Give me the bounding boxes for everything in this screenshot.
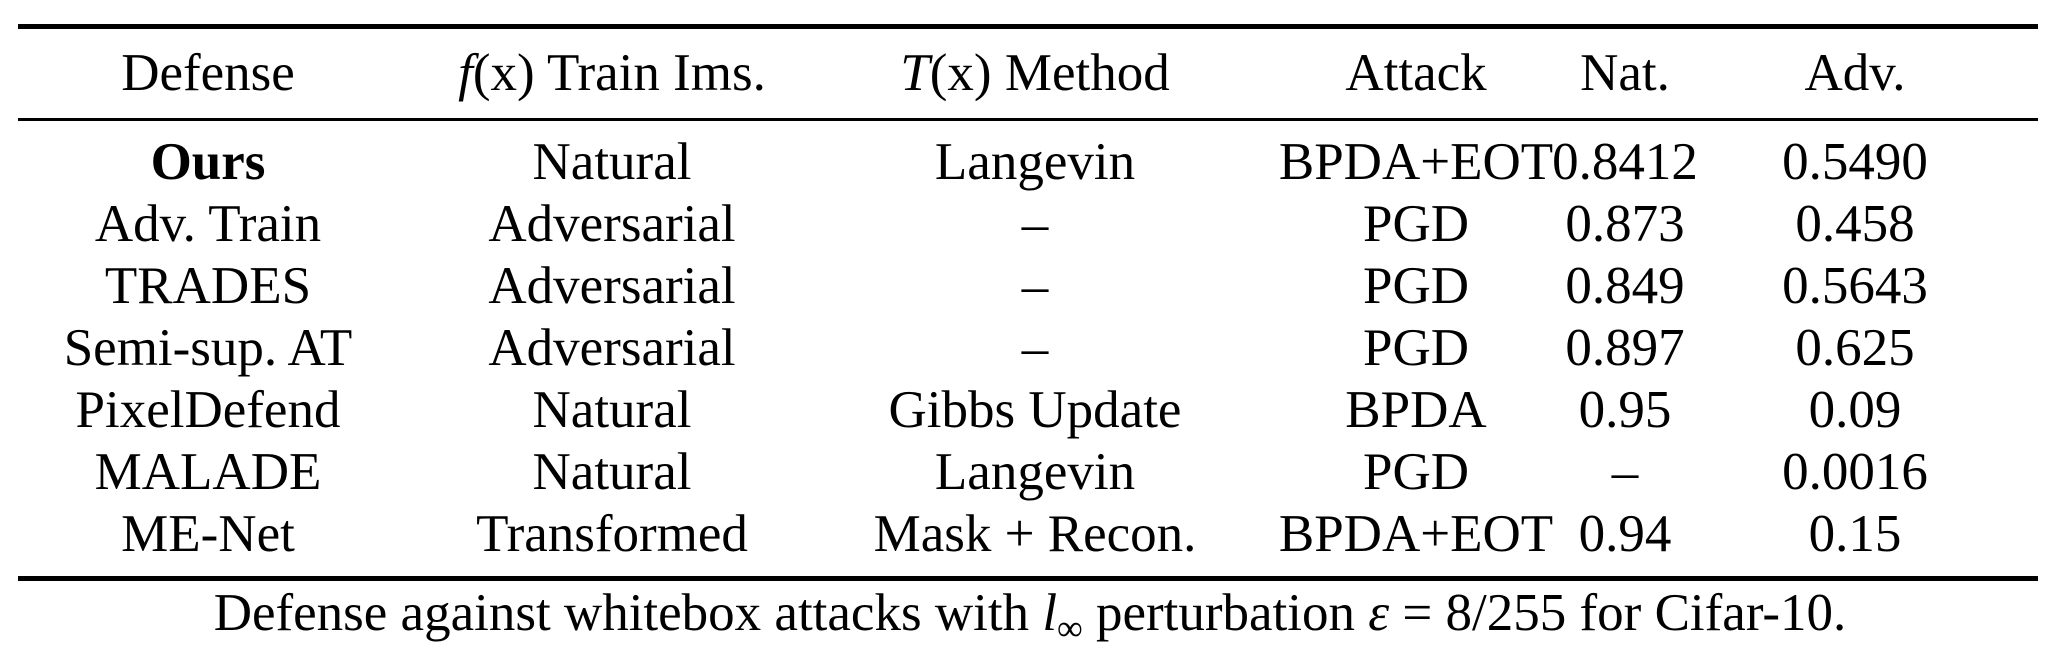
table-cell-nat: – (1611, 443, 1639, 501)
caption-epsilon-value: = 8/255 (1389, 584, 1567, 642)
table-cell-attack: PGD (1362, 195, 1470, 253)
header-method: T(x) Method (900, 42, 1169, 104)
caption-l-symbol: l (1042, 584, 1058, 642)
table-cell-defense: MALADE (94, 443, 322, 501)
table-header-rule (18, 118, 2038, 121)
table-cell-train: Adversarial (488, 195, 736, 253)
table-bottom-rule (18, 576, 2038, 581)
header-nat: Nat. (1580, 44, 1670, 102)
table-cell-attack: PGD (1362, 443, 1470, 501)
table-cell-adv: 0.15 (1808, 505, 1902, 563)
table-cell-train: Transformed (476, 505, 748, 563)
table-cell-defense: ME-Net (121, 505, 295, 563)
table-caption: Defense against whitebox attacks with l∞… (0, 582, 2060, 646)
header-defense: Defense (121, 44, 295, 102)
header-adv: Adv. (1804, 44, 1906, 102)
table-cell-defense: Adv. Train (94, 195, 322, 253)
table-top-rule (18, 24, 2038, 29)
table-cell-train: Adversarial (488, 257, 736, 315)
table-cell-attack: BPDA+EOT (1278, 133, 1554, 191)
table-cell-adv: 0.09 (1808, 381, 1902, 439)
table-cell-attack: PGD (1362, 319, 1470, 377)
caption-infinity-subscript: ∞ (1057, 608, 1083, 648)
table-cell-method: – (1021, 257, 1049, 315)
table-cell-method: Gibbs Update (888, 381, 1182, 439)
table-cell-nat: 0.897 (1565, 319, 1685, 377)
table-cell-adv: 0.5490 (1782, 133, 1928, 191)
table-cell-nat: 0.94 (1578, 505, 1672, 563)
caption-text-3: for Cifar-10. (1566, 584, 1847, 642)
table-cell-defense: PixelDefend (75, 381, 341, 439)
header-train-images: f(x) Train Ims. (458, 42, 766, 104)
table-cell-attack: PGD (1362, 257, 1470, 315)
table-cell-nat: 0.873 (1565, 195, 1685, 253)
table-cell-adv: 0.0016 (1782, 443, 1928, 501)
header-method-t: T (900, 44, 930, 102)
table-cell-attack: BPDA (1345, 381, 1487, 439)
header-train-label: Train Ims. (534, 44, 766, 102)
table-cell-defense: TRADES (104, 257, 312, 315)
table-cell-method: Mask + Recon. (873, 505, 1197, 563)
table-cell-method: – (1021, 195, 1049, 253)
table-cell-nat: 0.8412 (1552, 133, 1698, 191)
table-cell-method: Langevin (934, 133, 1136, 191)
caption-text-2: perturbation (1082, 584, 1369, 642)
table-cell-train: Natural (532, 443, 692, 501)
table-cell-adv: 0.458 (1795, 195, 1915, 253)
header-method-label: Method (991, 44, 1170, 102)
table-cell-train: Adversarial (488, 319, 736, 377)
table-cell-attack: BPDA+EOT (1278, 505, 1554, 563)
table-cell-adv: 0.5643 (1782, 257, 1928, 315)
header-attack: Attack (1345, 44, 1487, 102)
caption-epsilon-symbol: ε (1368, 584, 1390, 642)
table-cell-train: Natural (532, 133, 692, 191)
table-cell-method: Langevin (934, 443, 1136, 501)
table-cell-nat: 0.849 (1565, 257, 1685, 315)
header-train-f: f (458, 44, 473, 102)
table-cell-method: – (1021, 319, 1049, 377)
table-cell-adv: 0.625 (1795, 319, 1915, 377)
header-method-x: (x) (929, 44, 992, 102)
caption-text-1: Defense against whitebox attacks with (213, 584, 1043, 642)
table-cell-nat: 0.95 (1578, 381, 1672, 439)
table-cell-defense: Semi-sup. AT (63, 319, 353, 377)
table-cell-train: Natural (532, 381, 692, 439)
table-cell-defense: Ours (150, 133, 266, 191)
header-train-x: (x) (472, 44, 535, 102)
